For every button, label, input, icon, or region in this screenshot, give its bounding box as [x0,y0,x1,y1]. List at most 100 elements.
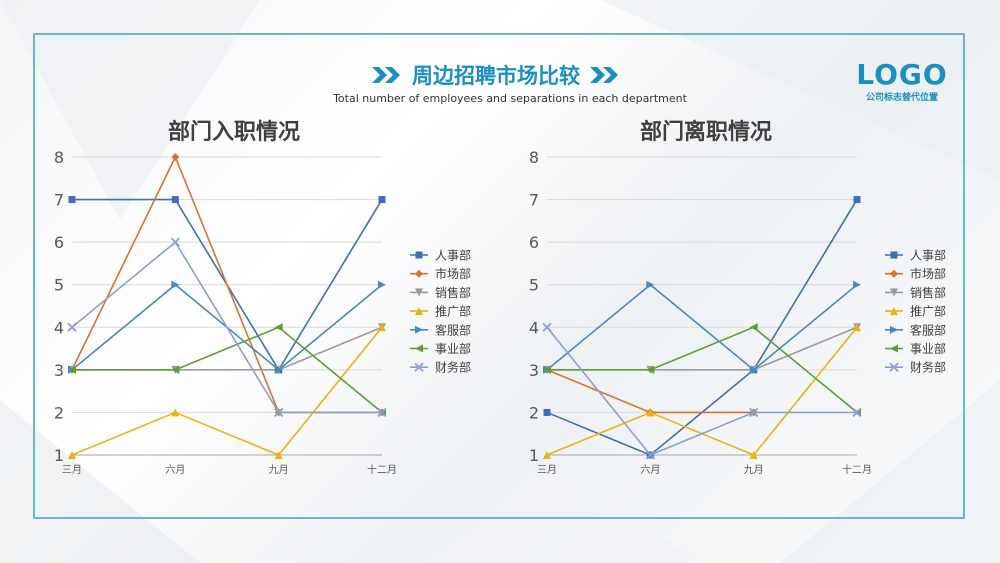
data-point [274,323,283,332]
legend-marker [890,344,898,353]
data-point [646,280,655,289]
legend-label: 事业部 [435,341,471,356]
legend-item: 市场部 [410,266,471,281]
series-6 [67,237,387,418]
x-tick-label: 九月 [744,464,764,476]
series-line [546,369,754,414]
content-frame [33,33,965,519]
data-point [646,408,655,417]
x-tick-label: 六月 [640,464,660,476]
data-point [543,451,551,459]
x-tick-label: 十二月 [367,463,397,476]
legend-item: 事业部 [885,341,946,356]
legend-item: 推广部 [410,304,471,319]
y-tick-label: 6 [54,233,64,252]
data-point [171,365,180,374]
data-point [646,365,655,374]
legend-item: 销售部 [885,285,946,300]
y-tick-label: 7 [54,191,64,210]
legend-label: 财务部 [910,360,946,375]
legend-item: 人事部 [885,248,946,263]
y-tick-label: 1 [54,446,64,465]
legend-label: 市场部 [910,266,946,281]
data-point [274,451,283,459]
series-line [71,326,383,456]
legend-label: 客服部 [435,322,471,337]
data-point [543,365,551,374]
y-tick-label: 3 [529,361,539,380]
data-point [543,408,551,416]
legend-marker [414,362,424,372]
data-point [852,407,862,418]
legend-item: 市场部 [885,266,946,281]
legend-label: 销售部 [435,285,471,300]
data-point [853,323,861,332]
series-6 [542,322,862,460]
y-tick-label: 2 [54,403,64,422]
page-subtitle: Total number of employees and separation… [333,92,687,105]
legend-label: 人事部 [910,248,946,263]
data-point [68,451,76,459]
series-line [546,283,858,371]
data-point [274,365,283,374]
data-point [645,450,655,460]
legend-item: 销售部 [410,285,471,300]
legend-label: 推广部 [910,304,946,319]
series-5 [543,323,861,417]
data-point [171,196,179,204]
chart-title-hires: 部门入职情况 [168,120,301,145]
legend-marker [890,269,898,278]
legend-item: 人事部 [410,248,471,263]
y-tick-label: 5 [54,276,64,295]
data-point [749,323,758,332]
legend-label: 推广部 [435,304,471,319]
data-point [853,196,861,204]
legend-label: 市场部 [435,266,471,281]
page-title: 周边招聘市场比较 [412,64,580,88]
y-tick-label: 4 [529,318,539,337]
data-point [378,196,386,204]
y-tick-label: 1 [529,446,539,465]
series-line [546,326,857,456]
data-point [68,196,76,204]
y-tick-label: 7 [529,191,539,210]
logo-caption: 公司标志替代位置 [865,93,938,103]
data-point [749,407,759,418]
y-tick-label: 2 [529,403,539,422]
legend-label: 客服部 [910,322,946,337]
logo: LOGO 公司标志替代位置 [852,60,952,104]
legend-marker [890,288,898,297]
y-tick-label: 8 [54,148,64,167]
x-tick-label: 六月 [165,464,185,476]
legend-item: 客服部 [885,322,946,337]
series-4 [543,280,861,374]
y-tick-label: 6 [529,233,539,252]
legend-marker [889,362,899,372]
x-tick-label: 九月 [269,464,289,476]
x-tick-label: 三月 [62,464,82,476]
data-point [171,153,180,161]
legend-label: 销售部 [910,285,946,300]
legend-marker [890,325,898,334]
legend-marker [890,307,898,316]
legend-marker [415,288,423,297]
x-tick-label: 十二月 [842,463,872,476]
legend-item: 事业部 [410,341,471,356]
x-tick-label: 三月 [537,464,557,476]
legend-item: 客服部 [410,322,471,337]
legend-label: 财务部 [435,360,471,375]
legend-label: 人事部 [435,248,471,263]
data-point [67,322,77,332]
header-title-row: 周边招聘市场比较 [370,60,670,90]
data-point [378,280,386,289]
data-point [68,365,76,374]
series-3 [543,323,861,459]
double-chevron-right-icon [590,67,618,83]
y-tick-label: 8 [529,148,539,167]
y-tick-label: 4 [54,318,64,337]
legend-marker [415,344,423,353]
legend-marker [415,251,423,259]
data-point [171,280,180,289]
